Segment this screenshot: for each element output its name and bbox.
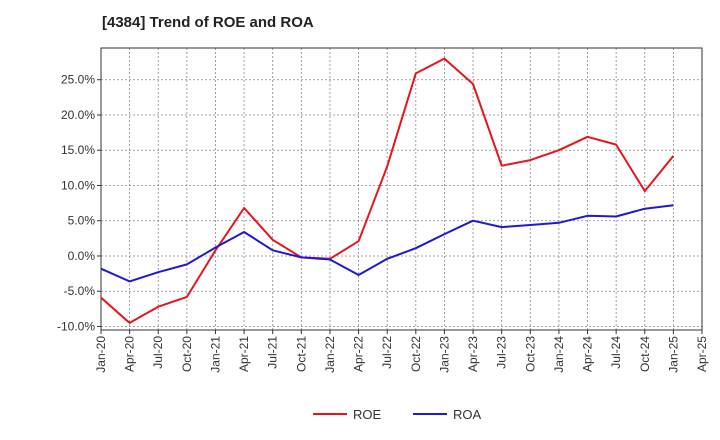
x-tick-label: Jan-21 <box>208 336 222 373</box>
y-tick-label: -5.0% <box>64 284 96 298</box>
x-tick-label: Oct-21 <box>294 336 308 372</box>
x-tick-label: Apr-21 <box>237 336 251 372</box>
x-tick-label: Oct-24 <box>638 336 652 372</box>
x-tick-label: Oct-20 <box>180 336 194 372</box>
x-tick-label: Apr-20 <box>123 336 137 372</box>
y-axis: -10.0% -5.0% 0.0% 5.0% 10.0% 15.0% 20.0% 25.0% <box>57 73 101 333</box>
y-tick-label: 5.0% <box>68 214 96 228</box>
x-tick-label: Jul-22 <box>380 336 394 369</box>
x-tick-label: Jul-24 <box>609 336 623 369</box>
series-line-roe <box>100 57 675 324</box>
legend: ROE ROA <box>313 407 482 422</box>
y-tick-label: -10.0% <box>57 319 95 333</box>
x-tick-label: Jul-21 <box>266 336 280 369</box>
x-tick-label: Apr-24 <box>581 336 595 372</box>
x-tick-label: Oct-22 <box>409 336 423 372</box>
x-tick-label: Apr-23 <box>466 336 480 372</box>
series <box>100 57 675 324</box>
x-tick-label: Apr-22 <box>352 336 366 372</box>
x-tick-label: Jan-24 <box>552 336 566 373</box>
y-tick-label: 15.0% <box>61 143 95 157</box>
x-tick-label: Oct-23 <box>523 336 537 372</box>
x-tick-label: Jan-20 <box>94 336 108 373</box>
grid <box>100 48 703 330</box>
plot-frame <box>100 47 703 331</box>
legend-label-roa: ROA <box>453 407 482 422</box>
x-tick-label: Apr-25 <box>695 336 709 372</box>
legend-label-roe: ROE <box>353 407 382 422</box>
x-axis: Jan-20 Apr-20 Jul-20 Oct-20 Jan-21 Apr-21 Jul-… <box>94 330 709 373</box>
y-tick-label: 0.0% <box>68 249 96 263</box>
y-tick-label: 10.0% <box>61 178 95 192</box>
y-tick-label: 25.0% <box>61 73 95 87</box>
x-tick-label: Jul-20 <box>151 336 165 369</box>
x-tick-label: Jan-22 <box>323 336 337 373</box>
chart-title: [4384] Trend of ROE and ROA <box>102 14 314 31</box>
x-tick-label: Jan-25 <box>666 336 680 373</box>
y-tick-label: 20.0% <box>61 108 95 122</box>
x-tick-label: Jan-23 <box>437 336 451 373</box>
x-tick-label: Jul-23 <box>495 336 509 369</box>
series-line-roa <box>100 204 674 283</box>
